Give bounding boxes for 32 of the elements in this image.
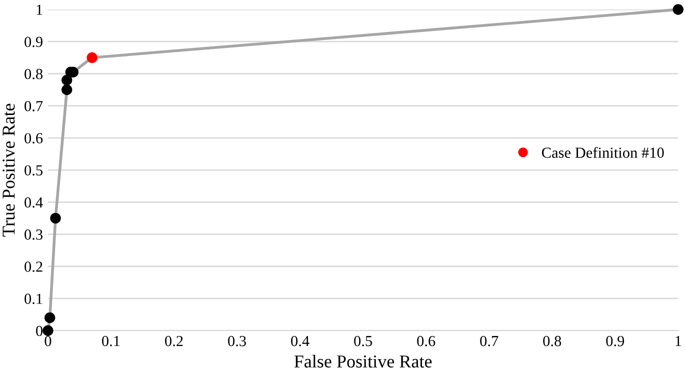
x-tick-label: 0.8 — [543, 336, 562, 346]
x-tick-label: 0.2 — [165, 336, 183, 346]
y-tick-label: 1 — [36, 4, 42, 15]
y-tick-label: 0.7 — [24, 100, 43, 112]
point — [62, 84, 72, 96]
x-tick-label: 0.9 — [606, 336, 624, 346]
point — [86, 52, 98, 64]
y-axis-title: True Positive Rate — [2, 104, 15, 237]
point — [672, 4, 684, 15]
y-tick-label: 0.1 — [24, 294, 42, 304]
point — [50, 212, 61, 224]
legend-label: Case Definition #10 — [542, 146, 664, 158]
x-axis-title: False Positive Rate — [294, 354, 432, 368]
y-tick-label: 0.2 — [24, 262, 42, 272]
point — [44, 312, 56, 324]
x-tick-label: 0.3 — [228, 336, 246, 346]
x-tick-label: 0.6 — [417, 336, 436, 346]
y-tick-label: 0 — [36, 326, 43, 336]
y-tick-label: 0.8 — [24, 68, 43, 80]
y-tick-label: 0.9 — [24, 36, 42, 48]
point — [62, 74, 72, 86]
y-tick-label: 0.6 — [24, 133, 43, 144]
x-tick-label: 1 — [676, 336, 682, 346]
y-tick-label: 0.5 — [24, 165, 42, 176]
y-tick-label: 0.3 — [24, 229, 42, 240]
point — [42, 325, 54, 336]
x-tick-label: 0.7 — [480, 336, 498, 346]
x-tick-label: 0.4 — [291, 336, 310, 346]
y-tick-label: 0.4 — [24, 197, 43, 208]
x-tick-label: 0.1 — [102, 336, 120, 346]
x-tick-label: 0 — [44, 336, 52, 346]
x-tick-label: 0.5 — [354, 336, 372, 346]
